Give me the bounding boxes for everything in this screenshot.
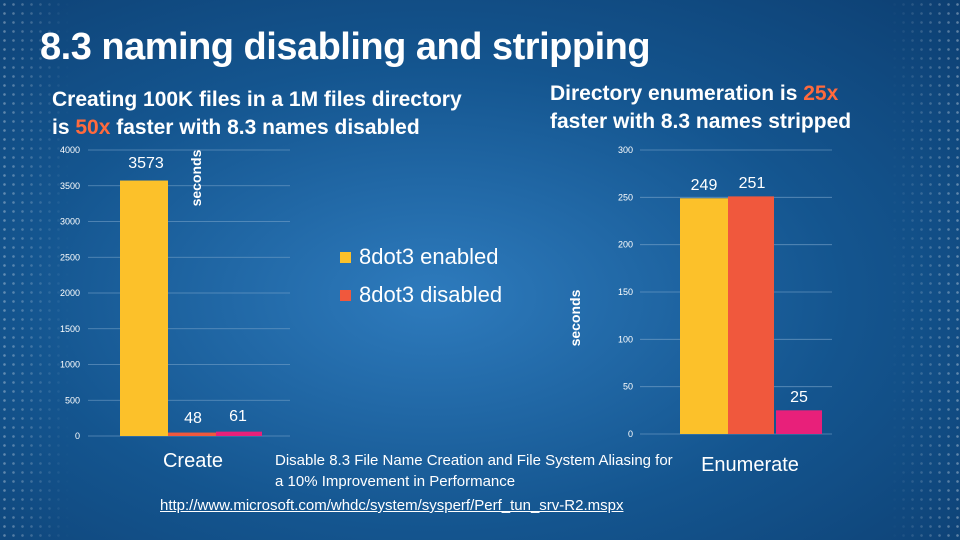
chart1-y-tick-label: 2000 [60,288,80,298]
legend-label-disabled: 8dot3 disabled [359,282,503,307]
chart2-y-tick-label: 150 [618,287,633,297]
chart1-y-tick-label: 0 [75,431,80,441]
chart1-y-tick-label: 2500 [60,252,80,262]
chart1-data-label-3: 61 [229,408,247,425]
chart1-bar-2 [168,432,216,436]
chart2-bar-2 [728,196,774,434]
chart2-data-label-1: 249 [691,177,718,194]
decorative-dots-left [0,0,70,540]
chart2-bar-3 [776,410,822,434]
subtitle-right: Directory enumeration is 25x faster with… [550,80,851,136]
subtitle-left-line2: is 50x faster with 8.3 names disabled [52,114,462,142]
subtitle-left-prefix: is [52,116,76,139]
subtitle-right-line1: Directory enumeration is 25x [550,80,851,108]
chart1-data-label-2: 48 [184,410,202,427]
chart1-bar-1 [120,180,168,436]
chart1-category-label: Create [163,450,223,472]
chart2-y-tick-label: 50 [623,382,633,392]
chart1-y-tick-label: 4000 [60,145,80,155]
chart2-data-label-3: 25 [790,389,808,406]
subtitle-right-line2: faster with 8.3 names stripped [550,110,852,133]
legend-swatch-disabled [340,289,351,301]
chart2-category-label: Enumerate [701,454,799,476]
subtitle-left-highlight: 50x [75,116,111,139]
chart2-y-tick-label: 300 [618,145,633,155]
subtitle-left: Creating 100K files in a 1M files direct… [52,86,462,142]
chart2-y-tick-label: 200 [618,240,633,250]
subtitle-right-prefix: Directory enumeration is [550,82,804,105]
chart2-data-label-2: 251 [739,175,766,192]
chart2-y-tick-label: 0 [628,429,633,439]
decorative-dots-right [890,0,960,540]
legend-item-enabled: 8dot3 enabled [340,238,502,276]
reference-link[interactable]: http://www.microsoft.com/whdc/system/sys… [160,497,624,514]
chart1-y-tick-label: 500 [65,395,80,405]
subtitle-left-line1: Creating 100K files in a 1M files direct… [52,88,462,111]
subtitle-left-suffix: faster with 8.3 names disabled [110,116,420,139]
legend: 8dot3 enabled 8dot3 disabled [340,238,502,314]
chart2-y-tick-label: 100 [618,334,633,344]
slide-title: 8.3 naming disabling and stripping [40,26,651,68]
chart2-y-tick-label: 250 [618,192,633,202]
footnote: Disable 8.3 File Name Creation and File … [275,452,673,490]
legend-swatch-enabled [340,251,351,263]
chart1-y-tick-label: 3000 [60,217,80,227]
legend-item-disabled: 8dot3 disabled [340,276,502,314]
chart1-y-tick-label: 3500 [60,181,80,191]
legend-label-enabled: 8dot3 enabled [359,244,499,269]
chart1-y-axis-label: seconds [188,149,204,206]
chart1-data-label-1: 3573 [128,155,164,172]
chart2-bar-1 [680,198,728,434]
chart2-y-axis-label: seconds [567,289,583,346]
chart1-bar-3 [216,431,262,436]
chart1-y-tick-label: 1500 [60,324,80,334]
subtitle-right-highlight: 25x [803,82,839,105]
chart1-y-tick-label: 1000 [60,360,80,370]
